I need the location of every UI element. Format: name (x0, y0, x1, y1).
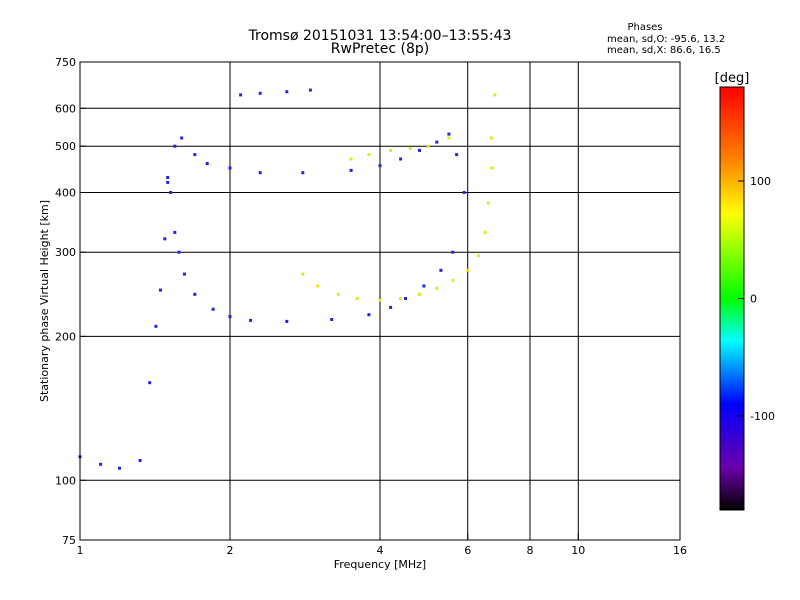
data-point-o (148, 381, 152, 385)
x-axis-label: Frequency [MHz] (334, 558, 426, 571)
y-tick-label: 200 (55, 330, 76, 343)
grid-lines (79, 62, 681, 540)
colorbar-tick-label: 100 (750, 175, 771, 188)
y-axis-ticks: 75 100 200 300 400 500 600 750 (55, 56, 86, 547)
chart-subtitle: RwPretec (8p) (331, 41, 429, 57)
data-point-o (211, 307, 215, 311)
colorbar-tick-label: 0 (750, 293, 757, 306)
x-tick-label: 8 (527, 544, 534, 557)
y-tick-label: 75 (62, 534, 76, 547)
data-point-o (249, 318, 253, 322)
data-point-x (355, 297, 359, 300)
y-tick-label: 500 (55, 140, 76, 153)
data-point-x (336, 292, 340, 296)
stats-o-line: mean, sd,O: -95.6, 13.2 (607, 34, 725, 45)
data-point-o (158, 288, 162, 292)
data-point-o (166, 180, 170, 184)
data-point-o (182, 272, 186, 276)
data-point-o (462, 191, 466, 194)
data-point-x (466, 268, 470, 272)
data-point-x (367, 153, 371, 157)
data-point-o (399, 157, 403, 161)
data-point-x (435, 286, 439, 290)
data-point-x (486, 201, 490, 205)
data-point-o (258, 91, 262, 95)
y-axis-label: Stationary phase Virtual Height [km] (38, 200, 51, 402)
data-point-o (439, 268, 443, 272)
data-point-o (205, 162, 209, 165)
data-point-o (285, 90, 289, 94)
data-point-o (193, 153, 197, 157)
data-point-o (349, 168, 353, 172)
colorbar-tick-label: -100 (750, 410, 775, 423)
data-point-o (308, 88, 312, 92)
x-tick-label: 16 (673, 544, 687, 557)
data-point-o (301, 171, 305, 175)
data-point-x (349, 157, 353, 161)
data-point-o (447, 132, 451, 136)
data-point-o (173, 230, 177, 234)
data-point-o (330, 318, 334, 321)
data-point-x (483, 230, 487, 234)
y-tick-label: 600 (55, 102, 76, 115)
data-point-o (118, 466, 121, 470)
data-point-o (228, 315, 232, 319)
y-tick-label: 300 (55, 246, 76, 259)
data-point-o (451, 250, 455, 254)
x-axis-ticks: 1 2 4 6 8 10 16 (77, 534, 687, 557)
x-tick-label: 2 (227, 544, 234, 557)
data-points (78, 88, 497, 470)
data-point-x (316, 284, 320, 288)
data-point-x (493, 93, 497, 97)
data-point-x (399, 297, 403, 300)
data-point-o (166, 176, 170, 179)
y-tick-label: 100 (55, 474, 76, 487)
data-point-o (173, 144, 177, 148)
stats-x-line: mean, sd,X: 86.6, 16.5 (607, 45, 721, 56)
data-point-o (455, 153, 459, 157)
data-point-x (301, 272, 305, 276)
data-point-o (163, 237, 167, 241)
y-tick-label: 400 (55, 186, 76, 199)
data-point-x (389, 148, 393, 152)
data-point-x (408, 146, 412, 150)
chart-title: Tromsø 20151031 13:54:00–13:55:43 (248, 28, 512, 44)
x-tick-label: 1 (77, 544, 84, 557)
data-point-o (422, 284, 426, 288)
data-point-x (378, 298, 382, 302)
data-point-o (418, 148, 421, 152)
data-point-x (447, 136, 451, 140)
x-tick-label: 6 (464, 544, 471, 557)
data-point-o (169, 191, 173, 194)
data-point-o (258, 171, 262, 175)
data-point-o (404, 297, 407, 300)
data-point-o (180, 136, 184, 140)
data-point-o (239, 93, 243, 97)
data-point-x (490, 136, 494, 140)
data-point-o (177, 250, 181, 254)
data-point-o (228, 166, 232, 170)
y-tick-label: 750 (55, 56, 76, 69)
data-point-x (490, 166, 494, 170)
data-point-o (285, 319, 289, 323)
data-point-x (476, 254, 480, 258)
data-point-x (418, 292, 421, 296)
data-point-o (138, 459, 142, 462)
data-point-o (99, 462, 103, 466)
colorbar-label: [deg] (715, 71, 750, 86)
data-point-x (451, 278, 455, 282)
x-tick-label: 4 (377, 544, 384, 557)
data-point-o (389, 305, 393, 309)
data-point-o (378, 164, 382, 168)
x-tick-label: 10 (571, 544, 585, 557)
data-point-o (154, 324, 158, 328)
stats-heading: Phases (627, 22, 662, 33)
data-point-o (435, 140, 439, 144)
colorbar-ticks: 100 0 -100 (738, 175, 775, 423)
data-point-x (426, 144, 430, 148)
data-point-o (367, 313, 371, 317)
data-point-o (193, 292, 197, 296)
